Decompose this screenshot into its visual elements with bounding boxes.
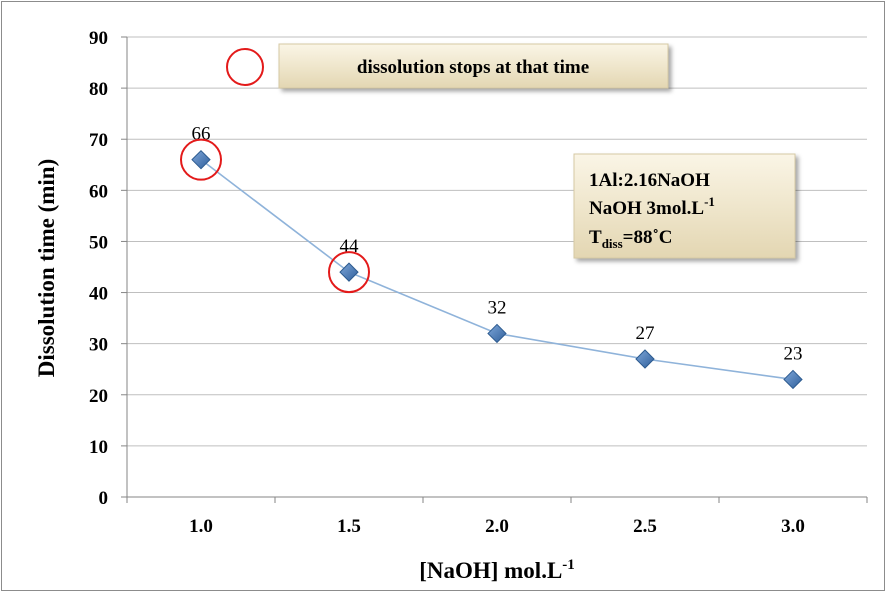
y-tick-label: 80: [89, 79, 108, 100]
x-tick-label: 1.0: [189, 516, 213, 537]
data-markers: [191, 149, 803, 390]
condition-concentration: NaOH 3mol.L-1: [589, 194, 715, 219]
data-label: 32: [488, 297, 507, 318]
highlight-circle: [328, 251, 370, 294]
condition-temperature: Tdiss=88˚C: [589, 227, 673, 251]
y-tick-label: 0: [99, 488, 109, 509]
highlight-circle: [180, 138, 222, 181]
y-tick-label: 30: [89, 335, 108, 356]
data-label: 27: [636, 323, 655, 344]
condition-ratio: 1Al:2.16NaOH: [589, 170, 710, 191]
data-label: 23: [784, 343, 803, 364]
x-tick-label: 1.5: [337, 516, 361, 537]
conditions-box: 1Al:2.16NaOH NaOH 3mol.L-1 Tdiss=88˚C: [573, 153, 796, 259]
x-tick-label: 2.0: [485, 516, 509, 537]
y-tick-label: 70: [89, 130, 108, 151]
y-axis-title: Dissolution time (min): [34, 159, 59, 378]
y-tick-label: 40: [89, 284, 108, 305]
data-point-marker: [487, 323, 507, 344]
y-tick-label: 60: [89, 181, 108, 202]
x-tick-label: 3.0: [781, 516, 805, 537]
note-box-background: [278, 43, 669, 89]
y-tick-label: 50: [89, 232, 108, 253]
data-point-marker: [783, 369, 803, 390]
gridlines: [127, 36, 867, 447]
note-circle-icon: [226, 48, 264, 86]
highlight-circles: [180, 138, 370, 294]
conditions-box-background: [573, 153, 796, 259]
data-point-marker: [635, 349, 655, 369]
x-tick-labels: 1.0 1.5 2.0 2.5 3.0: [126, 497, 868, 537]
data-point-marker: [191, 149, 211, 170]
y-tick-label: 90: [89, 28, 108, 49]
y-tick-label: 10: [89, 437, 108, 458]
x-axis-title: [NaOH] mol.L-1: [419, 557, 575, 583]
note-box: dissolution stops at that time: [226, 43, 669, 89]
y-tick-label: 20: [89, 386, 108, 407]
data-point-marker: [339, 262, 359, 282]
x-tick-label: 2.5: [633, 516, 657, 537]
y-tick-labels: 0 10 20 30 40 50 60 70 80 90: [89, 28, 127, 509]
note-text: dissolution stops at that time: [357, 57, 589, 78]
